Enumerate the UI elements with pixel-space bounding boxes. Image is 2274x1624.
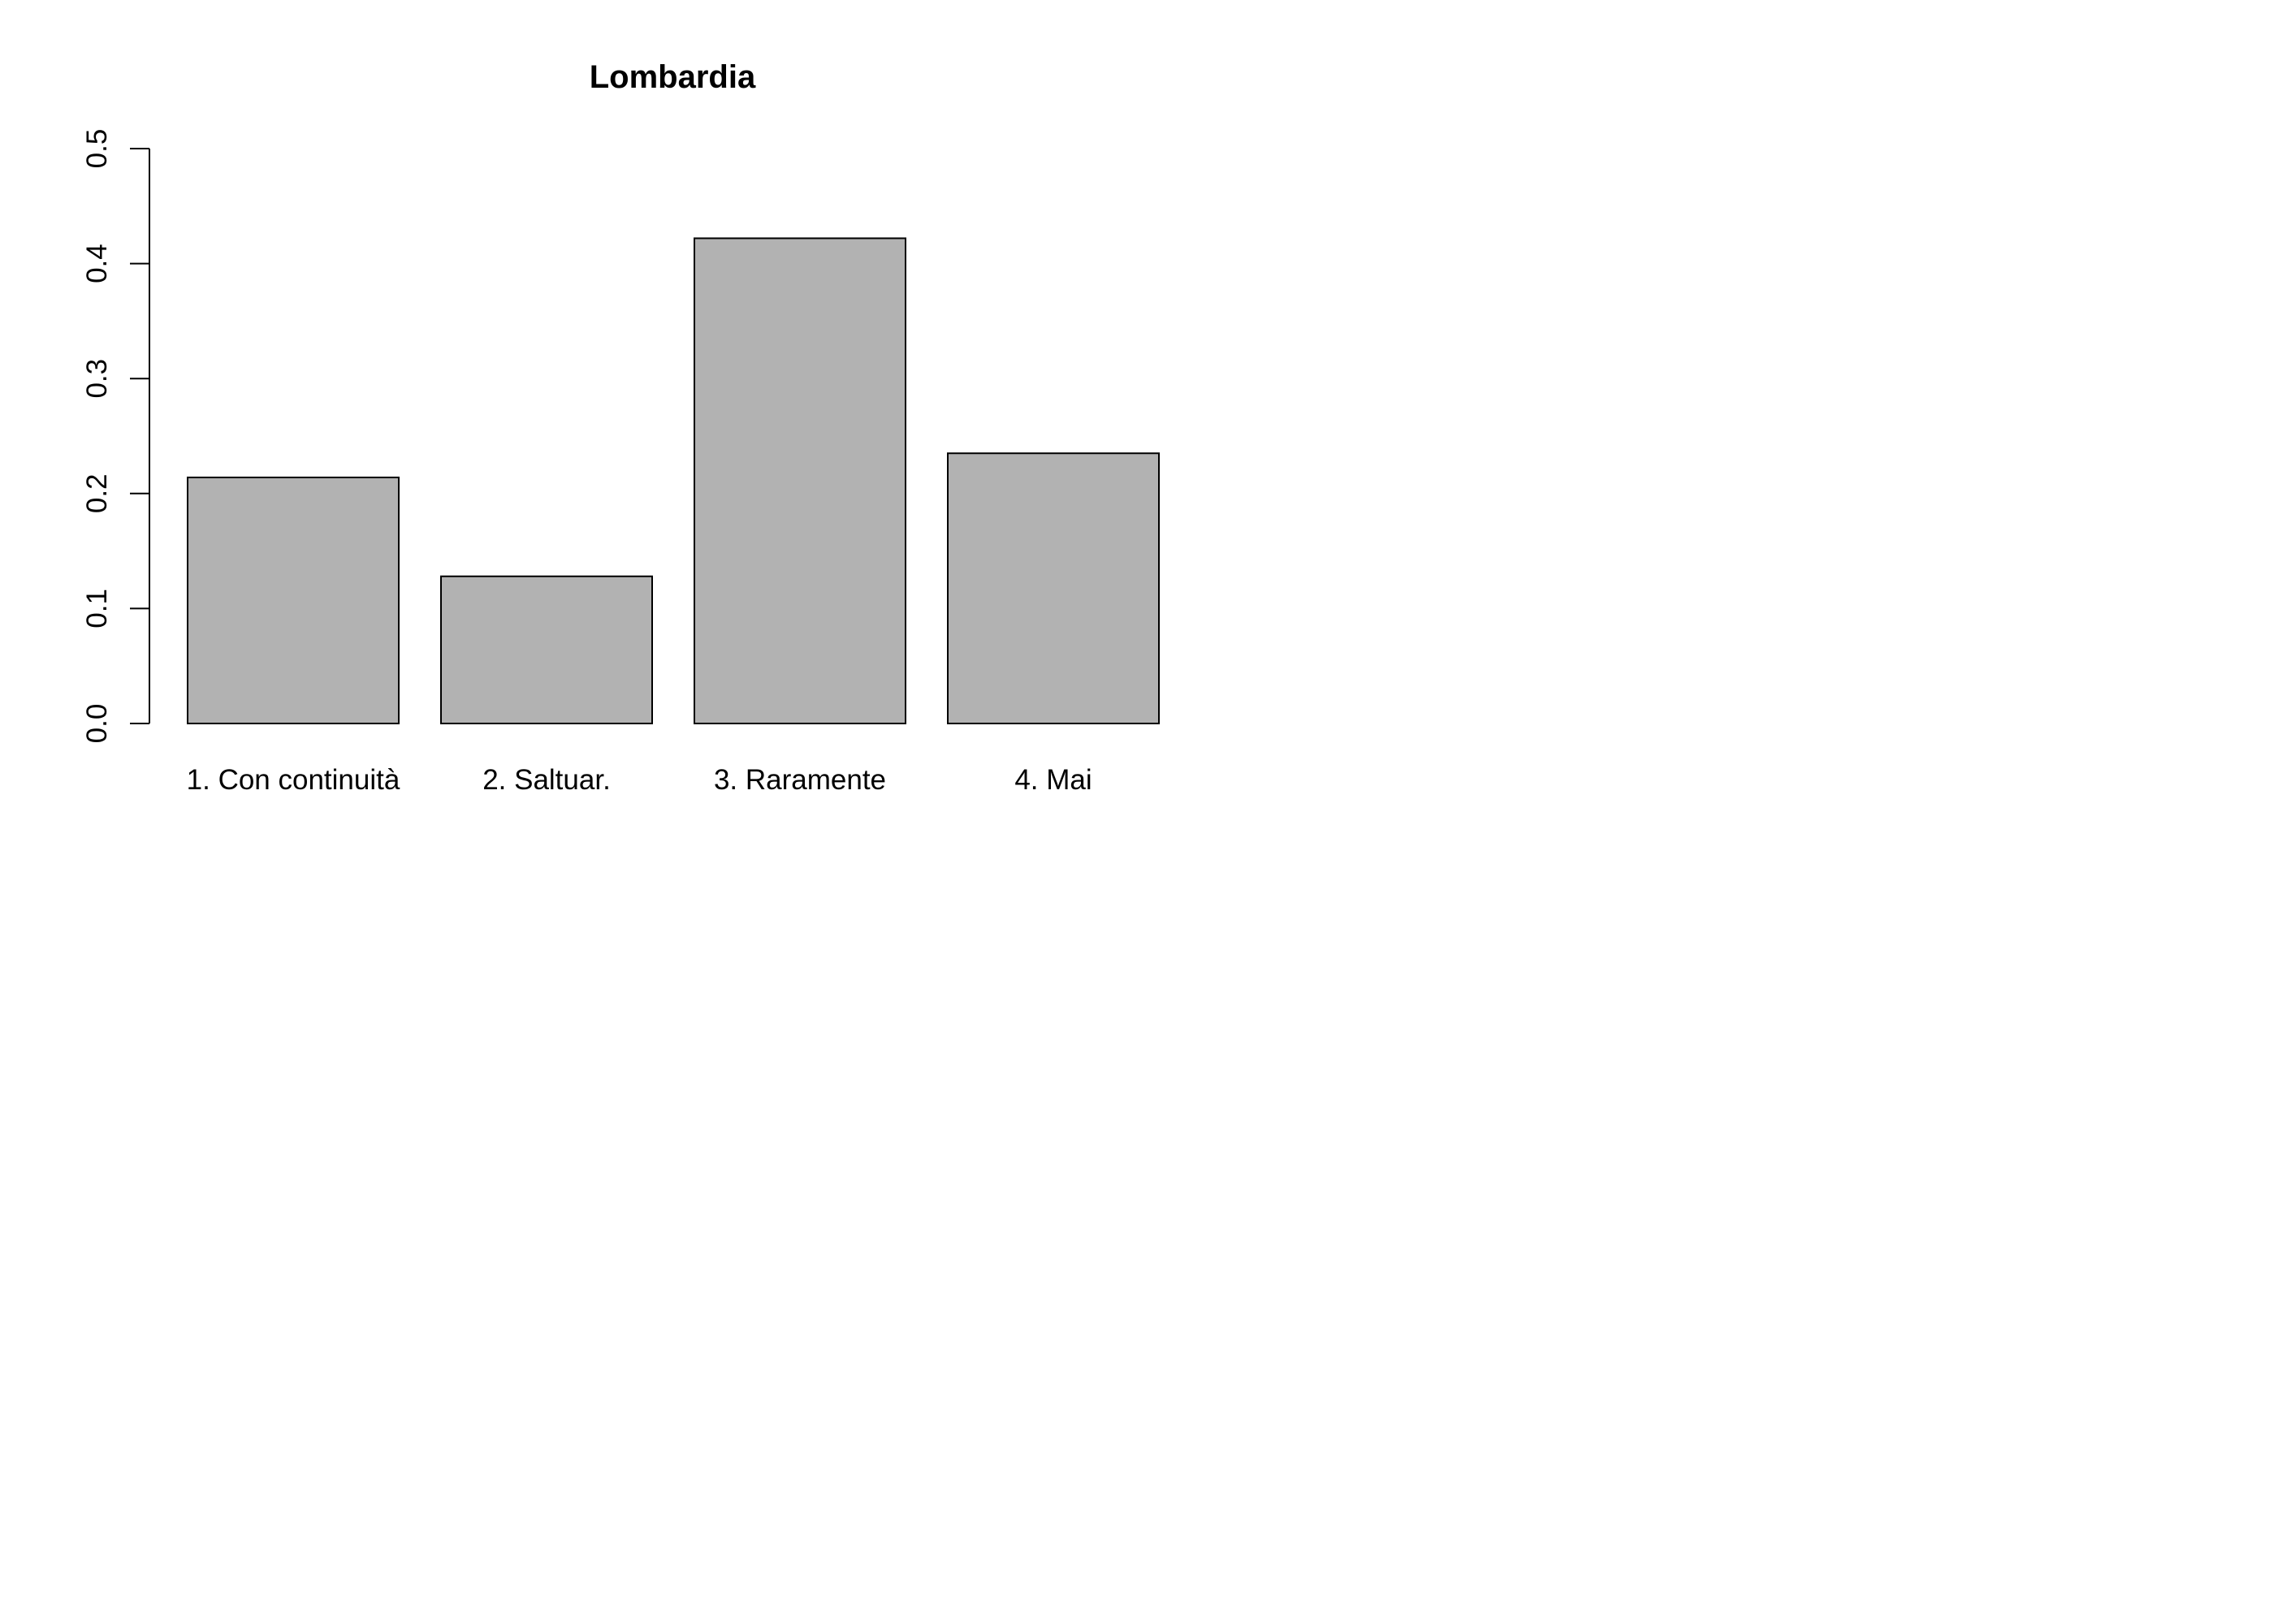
chart-title: Lombardia — [590, 59, 756, 95]
y-tick-label: 0.0 — [81, 704, 113, 744]
bar — [694, 237, 906, 724]
chart-container: Lombardia 0.0 0.1 0.2 0.3 0.4 0.5 1. Con cont… — [0, 0, 1256, 896]
bar — [440, 575, 653, 725]
bar-chart: Lombardia 0.0 0.1 0.2 0.3 0.4 0.5 1. Con cont… — [81, 59, 1160, 796]
y-axis-ticks: 0.0 0.1 0.2 0.3 0.4 0.5 — [81, 129, 149, 744]
y-tick-label: 0.1 — [81, 589, 113, 628]
bar — [947, 452, 1160, 724]
y-tick-label: 0.3 — [81, 359, 113, 399]
x-axis-labels: 1. Con continuità 2. Saltuar. 3. Raramente… — [187, 764, 1092, 796]
y-tick-label: 0.2 — [81, 473, 113, 513]
bars-group — [187, 237, 1160, 725]
x-category-label: 3. Raramente — [714, 764, 886, 796]
y-tick-label: 0.4 — [81, 244, 113, 283]
x-category-label: 1. Con continuità — [187, 764, 400, 796]
y-tick-label: 0.5 — [81, 129, 113, 169]
x-category-label: 2. Saltuar. — [482, 764, 611, 796]
x-category-label: 4. Mai — [1014, 764, 1092, 796]
bar — [187, 476, 400, 724]
